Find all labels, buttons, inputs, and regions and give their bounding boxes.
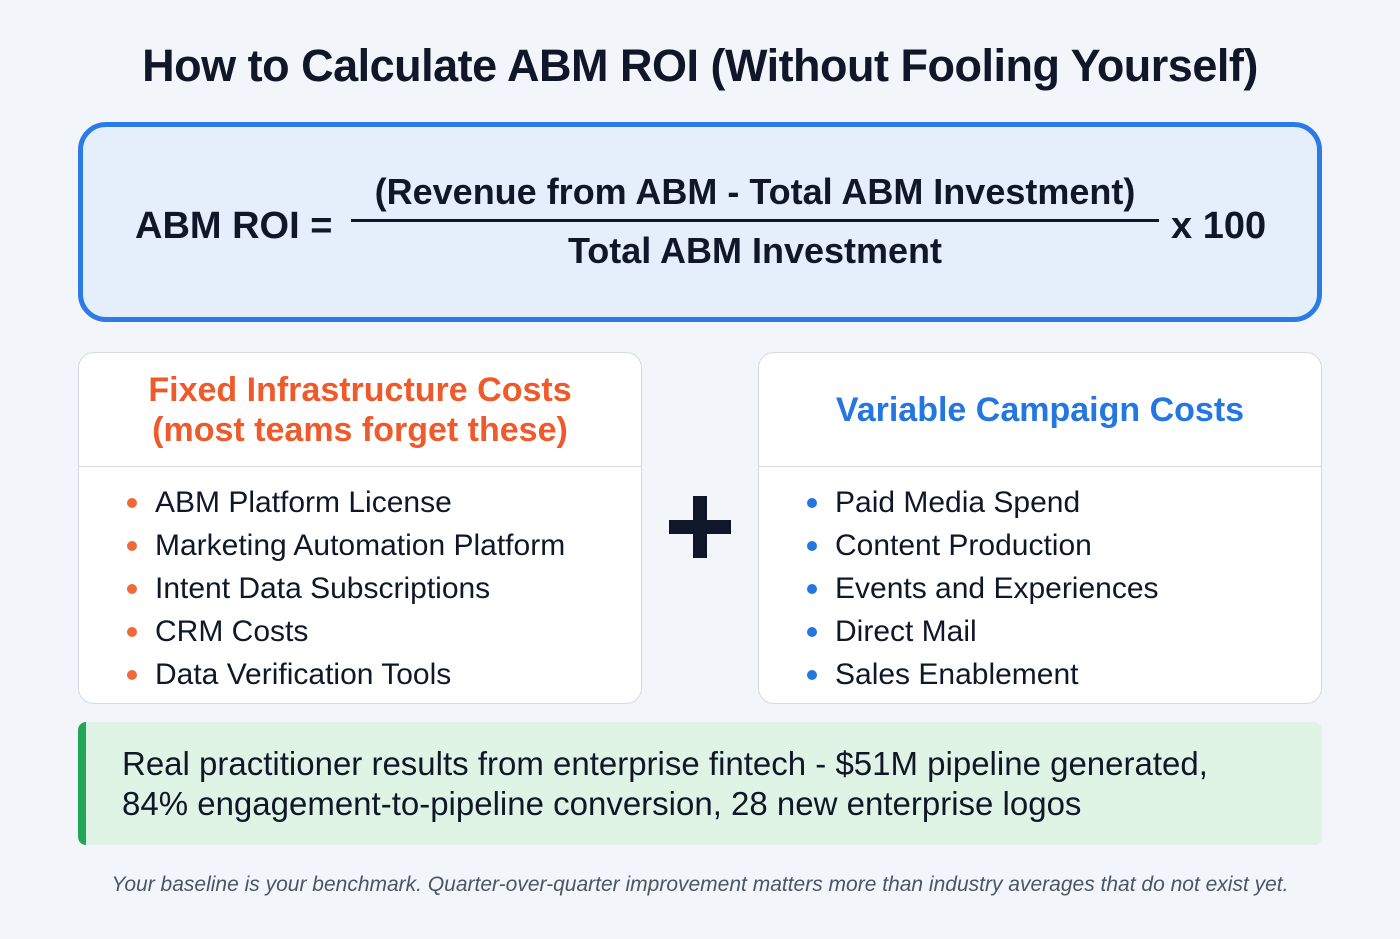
fixed-costs-title-line1: Fixed Infrastructure Costs — [148, 370, 572, 409]
formula-multiplier: x 100 — [1171, 205, 1267, 247]
bullet-icon — [807, 497, 817, 508]
fixed-costs-card: Fixed Infrastructure Costs (most teams fo… — [78, 352, 642, 704]
list-item-label: Content Production — [835, 529, 1092, 562]
list-item-label: ABM Platform License — [155, 486, 452, 519]
plus-icon — [669, 496, 731, 558]
results-callout: Real practitioner results from enterpris… — [78, 722, 1322, 845]
fixed-costs-list: ABM Platform License Marketing Automatio… — [79, 467, 641, 696]
list-item: Content Production — [807, 524, 1321, 567]
list-item-label: CRM Costs — [155, 615, 309, 648]
bullet-icon — [127, 669, 137, 680]
formula-numerator: (Revenue from ABM - Total ABM Investment… — [351, 171, 1159, 222]
bullet-icon — [127, 497, 137, 508]
footer-note: Your baseline is your benchmark. Quarter… — [111, 873, 1289, 896]
bullet-icon — [127, 626, 137, 637]
list-item: Paid Media Spend — [807, 481, 1321, 524]
list-item: Events and Experiences — [807, 567, 1321, 610]
list-item: Sales Enablement — [807, 653, 1321, 696]
variable-costs-card: Variable Campaign Costs Paid Media Spend… — [758, 352, 1322, 704]
page-title: How to Calculate ABM ROI (Without Foolin… — [142, 40, 1258, 91]
list-item: Intent Data Subscriptions — [127, 567, 641, 610]
formula-denominator: Total ABM Investment — [567, 230, 943, 271]
list-item-label: Sales Enablement — [835, 658, 1079, 691]
list-item-label: Direct Mail — [835, 615, 977, 648]
bullet-icon — [807, 583, 817, 594]
fixed-costs-title-line2: (most teams forget these) — [152, 410, 568, 449]
list-item: ABM Platform License — [127, 481, 641, 524]
roi-formula-box: ABM ROI = (Revenue from ABM - Total ABM … — [78, 122, 1322, 322]
formula-lhs: ABM ROI = — [135, 205, 333, 247]
results-line2: 84% engagement-to-pipeline conversion, 2… — [122, 785, 1082, 822]
bullet-icon — [807, 626, 817, 637]
list-item: CRM Costs — [127, 610, 641, 653]
results-line1: Real practitioner results from enterpris… — [122, 745, 1208, 782]
bullet-icon — [807, 540, 817, 551]
variable-costs-list: Paid Media Spend Content Production Even… — [759, 467, 1321, 696]
bullet-icon — [807, 669, 817, 680]
list-item: Data Verification Tools — [127, 653, 641, 696]
list-item: Direct Mail — [807, 610, 1321, 653]
list-item-label: Intent Data Subscriptions — [155, 572, 491, 605]
list-item: Marketing Automation Platform — [127, 524, 641, 567]
results-text: Real practitioner results from enterpris… — [122, 744, 1208, 824]
formula-fraction: (Revenue from ABM - Total ABM Investment… — [351, 171, 1159, 272]
list-item-label: Data Verification Tools — [155, 658, 452, 691]
fixed-costs-title: Fixed Infrastructure Costs (most teams fo… — [79, 353, 641, 467]
bullet-icon — [127, 583, 137, 594]
list-item-label: Paid Media Spend — [835, 486, 1081, 519]
list-item-label: Marketing Automation Platform — [155, 529, 566, 562]
bullet-icon — [127, 540, 137, 551]
list-item-label: Events and Experiences — [835, 572, 1159, 605]
variable-costs-title: Variable Campaign Costs — [759, 353, 1321, 467]
